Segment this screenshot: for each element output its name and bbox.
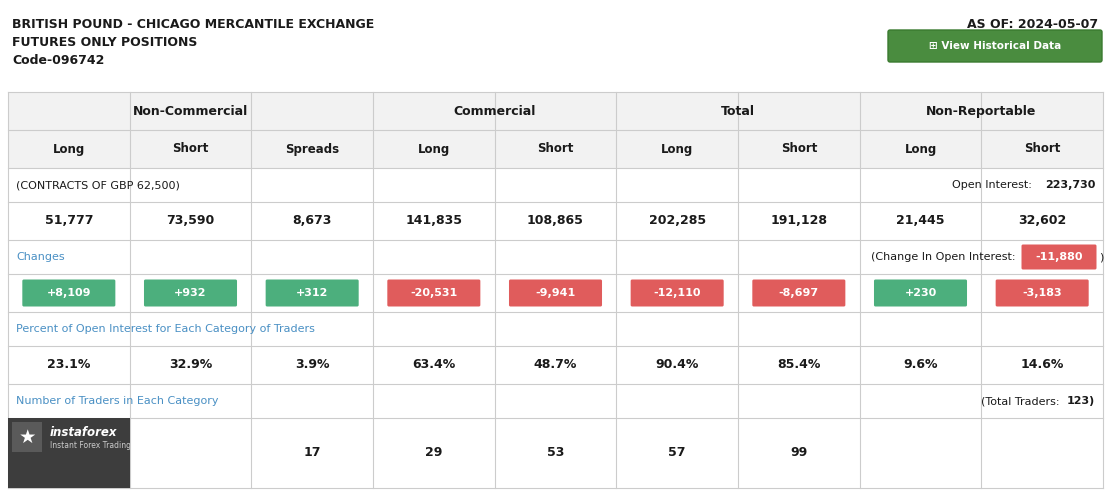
Bar — [12, 422, 42, 452]
Text: 3.9%: 3.9% — [294, 358, 330, 372]
Text: +932: +932 — [174, 288, 207, 298]
Text: AS OF: 2024-05-07: AS OF: 2024-05-07 — [967, 18, 1098, 31]
FancyBboxPatch shape — [995, 279, 1089, 306]
Text: 223,730: 223,730 — [1044, 180, 1095, 190]
Bar — [8, 92, 1103, 168]
Text: 202,285: 202,285 — [649, 215, 705, 227]
Text: -3,183: -3,183 — [1022, 288, 1062, 298]
FancyBboxPatch shape — [631, 279, 723, 306]
Text: 141,835: 141,835 — [406, 215, 462, 227]
Text: +8,109: +8,109 — [47, 288, 91, 298]
Text: Code-096742: Code-096742 — [12, 54, 104, 67]
Text: BRITISH POUND - CHICAGO MERCANTILE EXCHANGE: BRITISH POUND - CHICAGO MERCANTILE EXCHA… — [12, 18, 374, 31]
Text: Commercial: Commercial — [453, 105, 536, 117]
Text: -8,697: -8,697 — [779, 288, 819, 298]
Text: -11,880: -11,880 — [1035, 252, 1083, 262]
Text: Spreads: Spreads — [286, 142, 339, 156]
Text: ★: ★ — [18, 428, 36, 446]
FancyBboxPatch shape — [888, 30, 1102, 62]
Text: Short: Short — [538, 142, 573, 156]
Text: Long: Long — [52, 142, 84, 156]
Text: Non-Reportable: Non-Reportable — [927, 105, 1037, 117]
Text: (Total Traders:: (Total Traders: — [981, 396, 1063, 406]
Text: 73,590: 73,590 — [167, 215, 214, 227]
Text: instaforex: instaforex — [50, 426, 118, 438]
Text: (Change In Open Interest:: (Change In Open Interest: — [871, 252, 1019, 262]
Text: Short: Short — [1024, 142, 1060, 156]
Text: 51,777: 51,777 — [44, 215, 93, 227]
Text: Open Interest:: Open Interest: — [952, 180, 1035, 190]
Text: Percent of Open Interest for Each Category of Traders: Percent of Open Interest for Each Catego… — [16, 324, 314, 334]
Text: 32.9%: 32.9% — [169, 358, 212, 372]
Text: Instant Forex Trading: Instant Forex Trading — [50, 440, 131, 449]
Text: 14.6%: 14.6% — [1021, 358, 1064, 372]
Text: Long: Long — [418, 142, 450, 156]
Text: ): ) — [1099, 252, 1103, 262]
Text: Short: Short — [781, 142, 817, 156]
FancyBboxPatch shape — [874, 279, 967, 306]
Text: 108,865: 108,865 — [527, 215, 584, 227]
FancyBboxPatch shape — [509, 279, 602, 306]
Bar — [8, 418, 130, 488]
FancyBboxPatch shape — [144, 279, 237, 306]
Text: 17: 17 — [303, 446, 321, 460]
Text: +230: +230 — [904, 288, 937, 298]
Text: Total: Total — [721, 105, 755, 117]
Text: Short: Short — [172, 142, 209, 156]
Text: 85.4%: 85.4% — [778, 358, 821, 372]
Text: 8,673: 8,673 — [292, 215, 332, 227]
Text: 32,602: 32,602 — [1018, 215, 1067, 227]
Text: Long: Long — [904, 142, 937, 156]
Text: -9,941: -9,941 — [536, 288, 575, 298]
Text: (CONTRACTS OF GBP 62,500): (CONTRACTS OF GBP 62,500) — [16, 180, 180, 190]
Text: 9.6%: 9.6% — [903, 358, 938, 372]
FancyBboxPatch shape — [266, 279, 359, 306]
Text: Long: Long — [661, 142, 693, 156]
Text: 191,128: 191,128 — [770, 215, 828, 227]
Text: 29: 29 — [426, 446, 442, 460]
Text: FUTURES ONLY POSITIONS: FUTURES ONLY POSITIONS — [12, 36, 198, 49]
Text: 63.4%: 63.4% — [412, 358, 456, 372]
Text: 21,445: 21,445 — [897, 215, 944, 227]
Text: ⊞ View Historical Data: ⊞ View Historical Data — [929, 41, 1061, 51]
Text: 53: 53 — [547, 446, 564, 460]
Text: -12,110: -12,110 — [653, 288, 701, 298]
Text: Number of Traders in Each Category: Number of Traders in Each Category — [16, 396, 219, 406]
Text: 99: 99 — [790, 446, 808, 460]
Text: Non-Commercial: Non-Commercial — [133, 105, 248, 117]
Text: +312: +312 — [296, 288, 329, 298]
FancyBboxPatch shape — [388, 279, 480, 306]
FancyBboxPatch shape — [22, 279, 116, 306]
Text: 48.7%: 48.7% — [533, 358, 578, 372]
Text: 90.4%: 90.4% — [655, 358, 699, 372]
Text: 23.1%: 23.1% — [47, 358, 90, 372]
Text: -20,531: -20,531 — [410, 288, 458, 298]
FancyBboxPatch shape — [1021, 245, 1097, 270]
Text: 57: 57 — [669, 446, 685, 460]
FancyBboxPatch shape — [752, 279, 845, 306]
Text: 123): 123) — [1067, 396, 1095, 406]
Text: Changes: Changes — [16, 252, 64, 262]
